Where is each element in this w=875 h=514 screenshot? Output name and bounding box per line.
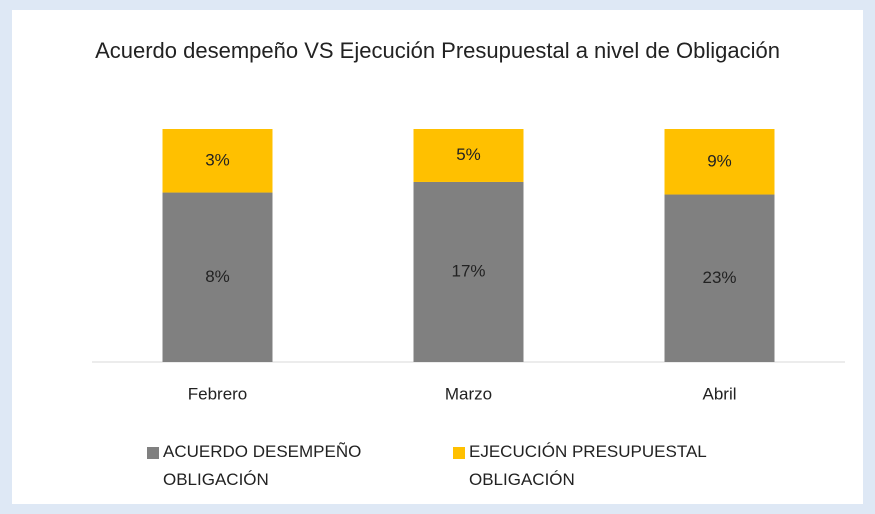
chart-title: Acuerdo desempeño VS Ejecución Presupues… [95,38,780,63]
data-label: 5% [456,145,481,164]
bar-segment [664,129,775,195]
bar-segment [162,129,273,193]
plot: Febrero 8% 3% Marzo 17% 5% Abril 23% 9% [92,129,845,403]
chart-panel: Acuerdo desempeño VS Ejecución Presupues… [12,10,863,504]
data-label: 8% [205,267,230,286]
data-label: 23% [702,268,736,287]
bar-segment [162,192,273,362]
data-label: 3% [205,150,230,169]
legend-label: EJECUCIÓN PRESUPUESTAL OBLIGACIÓN [469,442,707,489]
legend-swatch [147,447,159,459]
x-tick-label: Abril [702,384,736,403]
legend-item: ACUERDO DESEMPEÑO OBLIGACIÓN [147,438,433,494]
data-label: 9% [707,151,732,170]
bar-segment [413,181,524,362]
bar-segment [664,194,775,362]
legend-swatch [453,447,465,459]
legend-label: ACUERDO DESEMPEÑO OBLIGACIÓN [163,442,362,489]
data-label: 17% [451,261,485,280]
x-tick-label: Febrero [188,384,248,403]
bar-segment [413,129,524,182]
x-tick-label: Marzo [445,384,492,403]
legend-item: EJECUCIÓN PRESUPUESTAL OBLIGACIÓN [453,438,739,494]
